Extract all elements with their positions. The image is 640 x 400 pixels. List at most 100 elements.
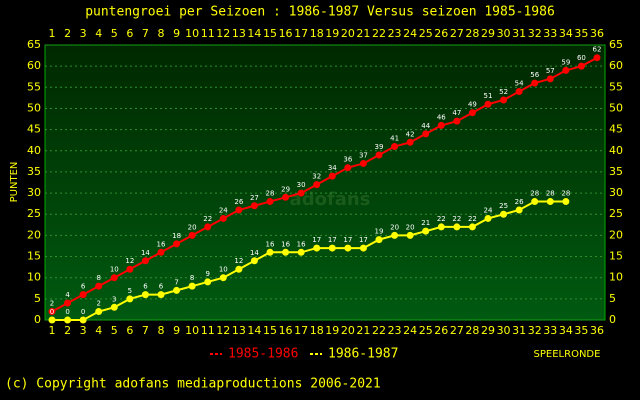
data-point (359, 159, 367, 167)
data-point (515, 206, 523, 214)
data-label: 28 (266, 190, 275, 198)
x-tick-label: 8 (158, 324, 165, 337)
y2-tick-label: 25 (609, 207, 623, 220)
data-point (359, 244, 367, 252)
y2-tick-label: 5 (609, 292, 616, 305)
x-tick-label: 6 (126, 324, 133, 337)
x-tick-label: 12 (216, 324, 230, 337)
x-top-tick-label: 24 (403, 27, 417, 40)
data-label: 12 (234, 257, 243, 265)
data-label: 20 (390, 223, 399, 231)
data-point (328, 244, 336, 252)
data-label: 56 (530, 71, 539, 79)
data-point (391, 143, 399, 151)
data-point (593, 54, 601, 62)
data-point (235, 206, 243, 214)
x-tick-label: 33 (543, 324, 557, 337)
data-point (297, 189, 305, 197)
data-label: 0 (50, 308, 54, 316)
data-label: 60 (577, 54, 586, 62)
x-tick-label: 13 (232, 324, 246, 337)
data-point (562, 198, 570, 206)
data-point (297, 248, 305, 256)
data-point (126, 295, 134, 303)
x-tick-label: 27 (450, 324, 464, 337)
data-label: 27 (250, 194, 259, 202)
data-point (437, 223, 445, 231)
x-top-tick-label: 21 (356, 27, 370, 40)
data-label: 17 (359, 236, 368, 244)
data-label: 6 (143, 283, 148, 291)
x-top-tick-label: 29 (481, 27, 495, 40)
footer: (c) Copyright adofans mediaproductions 2… (5, 377, 381, 392)
legend-label: 1985-1986 (228, 347, 298, 362)
x-tick-label: 24 (403, 324, 417, 337)
data-point (126, 265, 134, 273)
data-label: 59 (561, 58, 570, 66)
x-top-tick-label: 10 (185, 27, 199, 40)
data-label: 16 (266, 240, 275, 248)
y-tick-label: 40 (27, 144, 41, 157)
y2-tick-label: 40 (609, 144, 623, 157)
data-label: 10 (110, 266, 119, 274)
x-top-tick-label: 35 (574, 27, 588, 40)
data-point (157, 291, 165, 299)
x-axis-label: SPEELRONDE (534, 349, 601, 360)
x-top-tick-label: 36 (590, 27, 604, 40)
x-top-tick-label: 3 (80, 27, 87, 40)
data-point (577, 62, 585, 70)
data-point (266, 248, 274, 256)
data-point (95, 308, 103, 316)
y-tick-label: 60 (27, 59, 41, 72)
y2-tick-label: 65 (609, 38, 623, 51)
data-point (344, 244, 352, 252)
data-point (64, 299, 72, 307)
x-tick-label: 3 (80, 324, 87, 337)
x-tick-label: 5 (111, 324, 118, 337)
y2-tick-label: 35 (609, 165, 623, 178)
y-tick-label: 50 (27, 101, 41, 114)
y2-tick-label: 60 (609, 59, 623, 72)
data-label: 36 (343, 156, 352, 164)
x-top-tick-label: 32 (528, 27, 542, 40)
data-point (422, 130, 430, 138)
data-point (204, 223, 212, 231)
x-tick-label: 15 (263, 324, 277, 337)
data-label: 0 (81, 308, 85, 316)
x-top-tick-label: 22 (372, 27, 386, 40)
data-label: 17 (328, 236, 337, 244)
x-tick-label: 31 (512, 324, 526, 337)
data-label: 17 (312, 236, 321, 244)
data-label: 17 (343, 236, 352, 244)
plot-area (44, 44, 606, 321)
y-tick-label: 10 (27, 271, 41, 284)
x-top-tick-label: 27 (450, 27, 464, 40)
y2-tick-label: 55 (609, 80, 623, 93)
data-point (344, 164, 352, 172)
x-tick-label: 36 (590, 324, 604, 337)
x-top-tick-label: 19 (325, 27, 339, 40)
data-label: 28 (561, 190, 570, 198)
data-label: 44 (421, 122, 430, 130)
data-point (110, 274, 118, 282)
data-point (484, 214, 492, 222)
data-label: 16 (157, 240, 166, 248)
data-label: 34 (328, 164, 337, 172)
x-top-tick-label: 12 (216, 27, 230, 40)
data-label: 54 (515, 80, 524, 88)
data-point (453, 223, 461, 231)
data-point (531, 198, 539, 206)
x-top-tick-label: 28 (465, 27, 479, 40)
data-point (313, 181, 321, 189)
data-point (328, 172, 336, 180)
data-label: 22 (437, 215, 446, 223)
series-line (52, 200, 566, 321)
data-label: 28 (530, 190, 539, 198)
y-tick-label: 15 (27, 250, 41, 263)
data-label: 7 (174, 278, 178, 286)
x-tick-label: 30 (497, 324, 511, 337)
y2-tick-label: 30 (609, 186, 623, 199)
x-top-tick-label: 2 (64, 27, 71, 40)
y2-tick-label: 10 (609, 271, 623, 284)
data-label: 32 (312, 173, 321, 181)
